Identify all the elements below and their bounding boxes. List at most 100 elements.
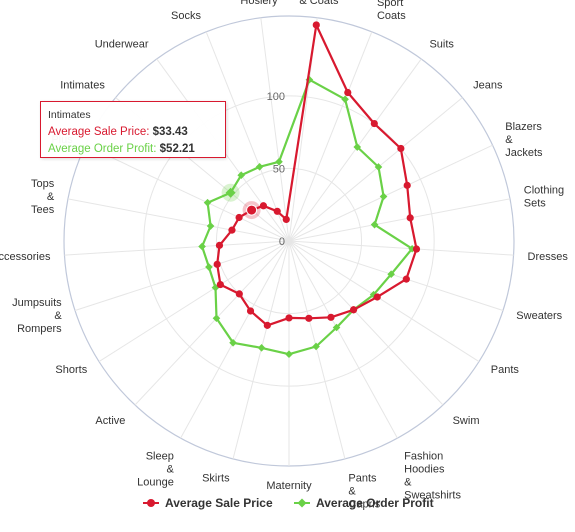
series-point-average-sale-price: [246, 204, 258, 216]
radar-grid: [63, 15, 515, 467]
category-label-line: Sweaters: [516, 310, 562, 322]
tooltip-title: Intimates: [48, 109, 91, 121]
series-point-average-order-profit: [312, 342, 320, 351]
grid-spoke: [67, 198, 290, 242]
series-point-average-order-profit: [285, 350, 293, 359]
series-point-average-order-profit: [206, 222, 215, 230]
series-point-average-order-profit: [225, 187, 236, 198]
series-point-average-sale-price: [402, 275, 410, 283]
series-point-average-sale-price: [273, 207, 281, 215]
grid-spoke: [288, 240, 514, 256]
category-label-line: Hoodies: [404, 463, 445, 475]
grid-spoke: [85, 144, 290, 242]
series-point-average-order-profit: [203, 198, 212, 207]
tick-label: 100: [267, 91, 285, 103]
series-point-average-order-profit: [237, 171, 246, 180]
series-point-average-sale-price: [312, 21, 320, 29]
series-point-average-sale-price: [263, 321, 271, 329]
series-point-average-sale-price: [246, 307, 255, 315]
category-label-line: Tees: [31, 204, 55, 216]
category-label: Active: [95, 415, 125, 427]
grid-spoke: [288, 240, 504, 312]
series-point-average-order-profit: [275, 157, 283, 166]
series-point-average-sale-price: [370, 119, 378, 128]
category-label-line: Capris: [348, 498, 380, 510]
tooltip-sale-price-label: Average Sale Price:: [48, 126, 150, 138]
grid-spoke: [98, 240, 290, 362]
category-label-line: Sleep: [146, 450, 174, 462]
category-label-line: & Coats: [299, 0, 339, 7]
tooltip-order-profit-label: Average Order Profit:: [48, 143, 157, 155]
series-point-average-order-profit: [379, 192, 388, 201]
series-point-average-order-profit: [305, 75, 314, 84]
tooltip-row-sale-price: Average Sale Price: $33.43: [48, 124, 218, 141]
series-point-average-order-profit: [374, 163, 383, 171]
legend-label-average-sale-price: Average Sale Price: [165, 496, 273, 510]
series-point-average-order-profit: [332, 323, 341, 332]
category-label-line: &: [505, 134, 513, 146]
category-label-line: Maternity: [266, 480, 312, 492]
category-label-line: Clothing: [524, 185, 564, 197]
grid-spoke: [260, 17, 290, 242]
category-label: Maternity: [266, 480, 312, 492]
category-label-line: Underwear: [95, 39, 149, 51]
category-label-line: Sport: [377, 0, 403, 9]
grid-spoke: [288, 144, 493, 242]
series-point-average-sale-price: [305, 314, 313, 322]
category-label: Suits: [429, 39, 454, 51]
tooltip-order-profit-value: $52.21: [159, 143, 195, 155]
legend-label-average-order-profit: Average Order Profit: [316, 496, 434, 510]
category-label-line: Suits: [429, 39, 454, 51]
tick-label: 50: [273, 163, 285, 175]
category-label: Jeans: [473, 80, 503, 92]
category-label-line: &: [47, 191, 55, 203]
series-point-average-sale-price: [216, 280, 224, 289]
category-label-line: Dresses: [528, 251, 569, 263]
tooltip-row-order-profit: Average Order Profit: $52.21: [48, 141, 218, 158]
category-label-line: Hosiery: [240, 0, 278, 7]
category-label-line: Jeans: [473, 80, 503, 92]
category-label: Swim: [453, 415, 480, 427]
series-point-average-sale-price: [259, 202, 268, 210]
tooltip: Intimates Average Sale Price: $33.43 Ave…: [40, 101, 226, 158]
category-label-line: &: [167, 463, 175, 475]
category-label-line: &: [404, 476, 412, 488]
category-label: Pants & Capris: [348, 472, 380, 510]
category-label-line: Socks: [171, 10, 201, 22]
series-point-average-order-profit: [229, 338, 237, 347]
category-label-line: Coats: [377, 10, 406, 22]
category-label-line: Sweatshirts: [404, 489, 461, 501]
series-point-average-order-profit: [212, 314, 221, 323]
radial-axis-ticks: 0 50 100: [267, 91, 285, 248]
category-label-line: Pants: [348, 472, 377, 484]
series-point-average-order-profit: [370, 220, 379, 229]
category-label: Skirts: [202, 472, 230, 484]
category-label: Sleep & Lounge: [137, 450, 174, 488]
series-point-average-order-profit: [257, 344, 266, 352]
category-label: Underwear: [95, 39, 149, 51]
series-point-average-order-profit: [341, 95, 349, 104]
grid-spoke: [180, 240, 290, 439]
category-label-line: Shorts: [55, 364, 87, 376]
legend-marker-average-sale-price: [147, 499, 155, 507]
series-point-average-sale-price: [397, 144, 405, 153]
series-point-average-order-profit: [387, 270, 395, 278]
category-label-line: Rompers: [17, 323, 62, 335]
series-point-average-sale-price: [282, 215, 290, 223]
grid-spoke: [288, 58, 422, 242]
series-point-average-sale-price: [235, 213, 243, 222]
series-point-average-order-profit: [408, 244, 416, 253]
category-label-line: Lounge: [137, 476, 174, 488]
series-point-average-sale-price: [406, 214, 414, 222]
series-point-average-sale-price: [403, 181, 411, 189]
grid-spoke: [134, 240, 290, 406]
category-label-line: Jackets: [505, 147, 543, 159]
grid-spoke: [288, 97, 463, 242]
category-label: Tops & Tees: [31, 178, 55, 216]
category-label-line: Sets: [524, 198, 547, 210]
series-point-average-sale-price: [213, 260, 221, 268]
grid-spoke: [64, 240, 290, 256]
